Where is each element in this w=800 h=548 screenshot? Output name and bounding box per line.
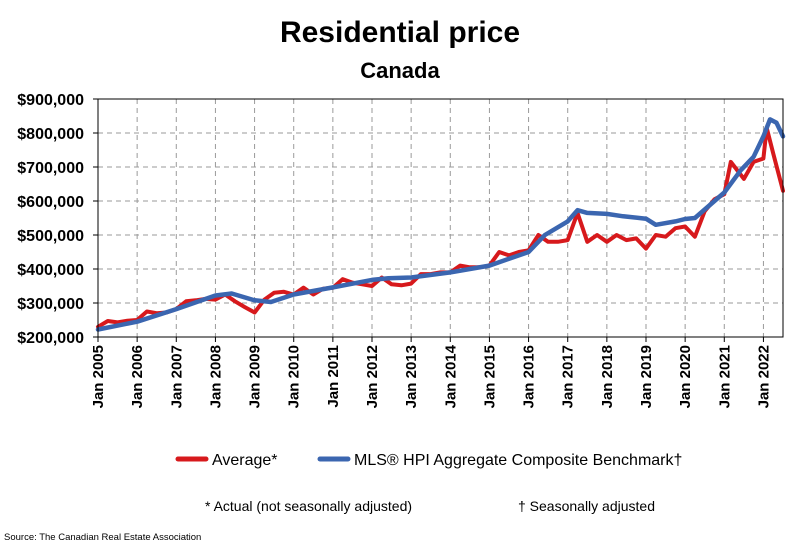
x-tick-label: Jan 2010	[286, 345, 303, 408]
y-tick-label: $500,000	[17, 228, 84, 245]
x-tick-label: Jan 2015	[481, 345, 498, 408]
x-tick-label: Jan 2006	[129, 345, 146, 408]
x-tick-label: Jan 2008	[207, 345, 224, 408]
x-tick-label: Jan 2011	[325, 345, 342, 408]
y-tick-label: $200,000	[17, 330, 84, 347]
y-tick-label: $600,000	[17, 194, 84, 211]
x-tick-label: Jan 2022	[755, 345, 772, 408]
x-tick-label: Jan 2016	[521, 345, 538, 408]
y-axis-ticks: $900,000 $800,000 $700,000 $600,000 $500,000…	[17, 92, 98, 347]
legend-label-average: Average*	[212, 452, 278, 469]
x-tick-label: Jan 2013	[403, 345, 420, 408]
x-tick-label: Jan 2009	[247, 345, 264, 408]
y-tick-label: $900,000	[17, 92, 84, 109]
legend-label-mls-hpi: MLS® HPI Aggregate Composite Benchmark†	[354, 452, 682, 469]
x-tick-label: Jan 2005	[90, 345, 107, 408]
x-tick-label: Jan 2018	[599, 345, 616, 408]
y-tick-label: $700,000	[17, 160, 84, 177]
x-tick-label: Jan 2017	[560, 345, 577, 408]
footnote-actual: * Actual (not seasonally adjusted)	[205, 498, 412, 514]
series-lines	[95, 117, 786, 332]
y-tick-label: $800,000	[17, 126, 84, 143]
x-tick-label: Jan 2012	[364, 345, 381, 408]
x-tick-label: Jan 2021	[716, 345, 733, 408]
y-tick-label: $300,000	[17, 296, 84, 313]
x-tick-label: Jan 2019	[638, 345, 655, 408]
series-line-average	[96, 125, 785, 329]
x-tick-label: Jan 2007	[168, 345, 185, 408]
footnote-seasonally-adjusted: † Seasonally adjusted	[518, 498, 655, 514]
source-note: Source: The Canadian Real Estate Associa…	[4, 532, 201, 543]
x-tick-label: Jan 2014	[442, 344, 459, 408]
chart-title: Residential price	[280, 16, 520, 49]
x-axis-ticks: Jan 2005 Jan 2006 Jan 2007 Jan 2008 Jan 2009…	[90, 337, 772, 408]
x-tick-label: Jan 2020	[677, 345, 694, 408]
legend: Average* MLS® HPI Aggregate Composite Be…	[175, 452, 682, 469]
chart-subtitle: Canada	[360, 58, 440, 83]
y-tick-label: $400,000	[17, 262, 84, 279]
series-line-mls-hpi	[95, 117, 786, 332]
plot-area-frame	[97, 98, 784, 338]
